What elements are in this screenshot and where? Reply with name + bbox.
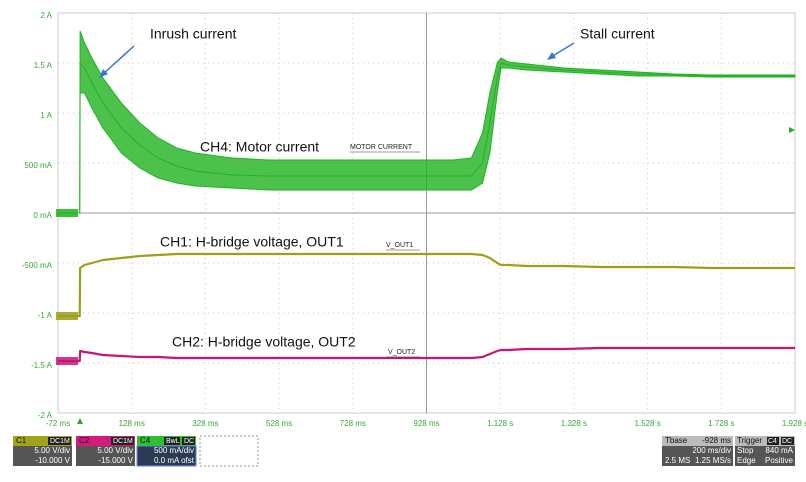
delay: -928 ms xyxy=(702,436,731,445)
sample-rate: 1.25 MS/s xyxy=(695,456,731,465)
y-tick-label: -1 A xyxy=(38,311,53,320)
trigger-mode: Stop xyxy=(737,446,754,455)
offset: -10.000 V xyxy=(35,456,70,465)
trigger-level-marker xyxy=(789,127,795,133)
trigger-position-marker xyxy=(77,418,83,424)
x-tick-label: 528 ms xyxy=(266,419,292,428)
x-tick-label: 728 ms xyxy=(340,419,366,428)
y-tick-label: 2 A xyxy=(40,11,52,20)
x-tick-label: 1.928 s xyxy=(782,419,806,428)
y-tick-label: -1.5 A xyxy=(31,361,53,370)
x-tick-label: 1.128 s xyxy=(487,419,513,428)
trigger-level: 840 mA xyxy=(765,446,793,455)
channel-marker xyxy=(56,209,78,217)
annotation-arrow xyxy=(101,45,135,76)
trace xyxy=(58,62,795,214)
x-tick-label: 1.728 s xyxy=(708,419,734,428)
channel-marker xyxy=(56,312,78,320)
trigger-source: C4 xyxy=(768,438,777,445)
annotation: Inrush current xyxy=(150,26,236,42)
offset: -15.000 V xyxy=(98,456,133,465)
channel-name: C2 xyxy=(79,436,90,445)
time-scale: 200 ms/div xyxy=(692,446,731,455)
channel-name: C1 xyxy=(16,436,27,445)
trace-tag: V_OUT1 xyxy=(386,242,413,249)
trace-label: CH1: H-bridge voltage, OUT1 xyxy=(160,234,344,250)
x-tick-label: 328 ms xyxy=(192,419,218,428)
y-tick-label: -2 A xyxy=(38,411,53,420)
y-tick-label: 1 A xyxy=(40,111,52,120)
y-tick-label: 0 mA xyxy=(33,211,52,220)
x-tick-label: -72 ms xyxy=(46,419,70,428)
trace xyxy=(58,252,795,318)
y-tick-label: 500 mA xyxy=(24,161,52,170)
coupling: DC1M xyxy=(113,438,133,445)
timebase-box: Tbase -928 ms 200 ms/div 2.5 MS 1.25 MS/… xyxy=(662,436,733,466)
trace xyxy=(58,346,795,363)
empty-slot xyxy=(199,435,259,467)
x-tick-label: 928 ms xyxy=(413,419,439,428)
trace-tag: MOTOR CURRENT xyxy=(350,144,413,151)
channel-box: C4 BwL DC 500 mA/div 0.0 mA ofst xyxy=(136,436,197,467)
bandwidth: BwL xyxy=(166,438,180,445)
arrow-head xyxy=(547,52,556,60)
scale: 5.00 V/div xyxy=(97,446,133,455)
coupling: DC1M xyxy=(50,438,70,445)
channel-box: C1 DC1M 5.00 V/div -10.000 V xyxy=(13,436,72,466)
channel-box: C2 DC1M 5.00 V/div -15.000 V xyxy=(76,436,135,466)
trace-tag: V_OUT2 xyxy=(388,349,415,356)
traces xyxy=(58,30,796,363)
x-tick-label: 128 ms xyxy=(119,419,145,428)
trigger-slope: Positive xyxy=(765,456,794,465)
annotation-arrow xyxy=(550,42,575,58)
trace-label: CH2: H-bridge voltage, OUT2 xyxy=(172,334,356,350)
trigger-coupling: DC xyxy=(782,438,792,445)
arrow-head xyxy=(99,69,108,78)
channel-marker xyxy=(56,357,78,365)
trigger-label: Trigger xyxy=(737,436,762,445)
samples: 2.5 MS xyxy=(665,456,690,465)
scale: 5.00 V/div xyxy=(34,446,70,455)
trace-label: CH4: Motor current xyxy=(200,139,319,155)
y-tick-label: 1.5 A xyxy=(34,61,53,70)
y-tick-label: -500 mA xyxy=(22,261,53,270)
trigger-box: Trigger C4 DC Stop 840 mA Edge Positive xyxy=(735,436,795,466)
x-tick-label: 1.328 s xyxy=(561,419,587,428)
coupling: DC xyxy=(184,438,194,445)
scale: 500 mA/div xyxy=(154,446,194,455)
trigger-type: Edge xyxy=(737,456,756,465)
x-tick-label: 1.528 s xyxy=(634,419,660,428)
channel-name: C4 xyxy=(140,436,151,445)
offset: 0.0 mA ofst xyxy=(154,456,195,465)
annotation: Stall current xyxy=(580,26,655,42)
timebase-label: Tbase xyxy=(665,436,688,445)
